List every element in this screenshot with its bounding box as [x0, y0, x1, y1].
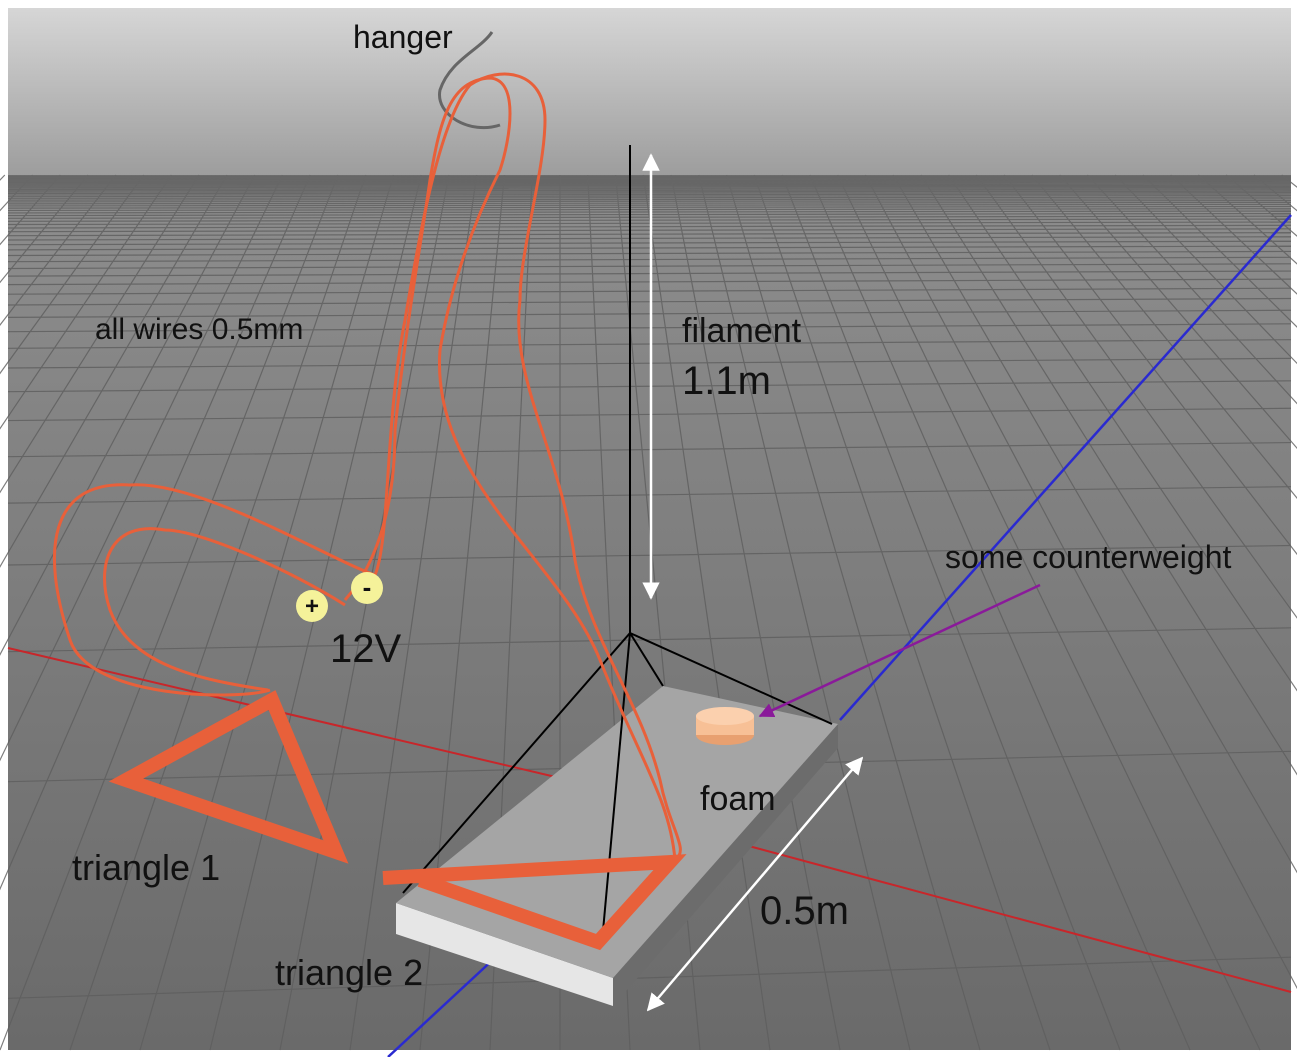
grid-line [1086, 174, 1297, 405]
length-arrow [646, 756, 864, 1012]
filament-label: filament [682, 312, 802, 350]
grid-line [0, 174, 6, 181]
grid-line [1059, 174, 1297, 450]
grid-line [69, 174, 367, 1051]
foam-front [396, 903, 613, 1006]
filament-lines [402, 145, 833, 943]
grid-line [0, 174, 283, 762]
hanger [438, 31, 501, 130]
grid-line [7, 184, 1292, 187]
grid-line [0, 174, 172, 430]
z-axis-line [387, 954, 499, 1057]
grid-line [0, 174, 145, 375]
grid-line [948, 174, 1297, 692]
grid-line [975, 174, 1297, 619]
grid-line [7, 188, 1292, 191]
grid-line [809, 174, 1191, 1051]
voltage-label: 12V [330, 627, 401, 671]
grid-line [725, 174, 981, 1051]
grid-line [892, 174, 1297, 874]
grid-line [0, 174, 228, 568]
terminal [296, 590, 328, 622]
counterweight [696, 707, 754, 725]
grid-line [1031, 174, 1297, 499]
grid-line [349, 174, 478, 1051]
grid-line [0, 174, 339, 1051]
grid-line [7, 189, 1292, 192]
wires-label: all wires 0.5mm [95, 313, 303, 346]
foam-length-label: 0.5m [760, 889, 849, 933]
wires [53, 72, 682, 862]
plus-label: + [305, 593, 319, 620]
z-axis-line [839, 214, 1292, 721]
grid-line [781, 174, 1121, 1051]
triangles [108, 690, 687, 951]
grid-line [7, 627, 1292, 653]
grid-line [139, 174, 395, 1051]
sky [8, 8, 1291, 178]
foam-label: foam [700, 780, 776, 818]
grid-line [1142, 174, 1297, 328]
grid-line [7, 190, 1292, 193]
grid-line [0, 174, 117, 326]
grid-line [837, 174, 1261, 1051]
grid-line [0, 174, 200, 494]
grid-line [753, 174, 1051, 1051]
grid-line [1114, 174, 1297, 365]
triangle-2-label: triangle 2 [275, 952, 423, 993]
counterweight-label: some counterweight [945, 539, 1231, 575]
terminal [351, 572, 383, 604]
triangle-1-label: triangle 1 [72, 847, 220, 888]
pointer-arrow [758, 583, 1041, 718]
grid-line [864, 174, 1297, 990]
grid-line [279, 174, 450, 1051]
grid-line [0, 174, 311, 891]
grid-line [920, 174, 1297, 776]
filament-length-label: 1.1m [682, 359, 771, 403]
grid-line [698, 174, 911, 1051]
grid-line [1003, 174, 1297, 556]
minus-label: - [363, 572, 372, 602]
hanger-label: hanger [353, 19, 453, 55]
grid-line [0, 174, 256, 656]
